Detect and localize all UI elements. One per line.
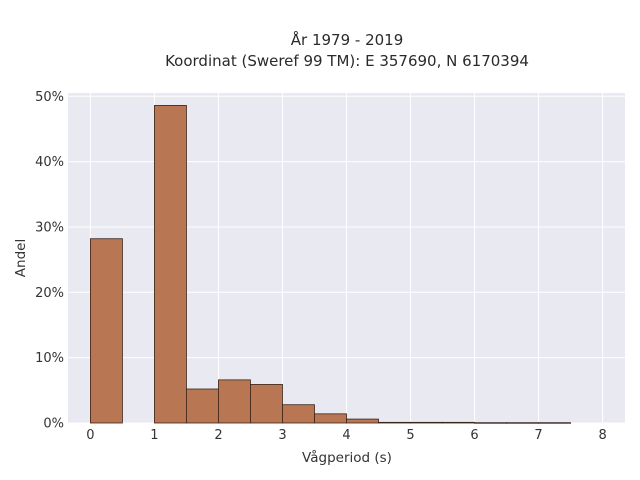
y-axis-label: Andel xyxy=(13,239,29,277)
histogram-bar xyxy=(314,413,347,424)
x-tick-label: 6 xyxy=(470,428,478,443)
histogram-bar xyxy=(474,422,507,424)
y-tick-label: 0% xyxy=(43,417,64,432)
x-tick-label: 8 xyxy=(598,428,606,443)
histogram-bar xyxy=(346,418,379,424)
y-tick-label: 50% xyxy=(35,90,64,105)
histogram-bar xyxy=(218,379,251,424)
histogram-bar xyxy=(154,105,187,424)
histogram-bar xyxy=(282,404,315,424)
y-tick-label: 20% xyxy=(35,286,64,301)
x-tick-label: 7 xyxy=(534,428,542,443)
y-tick-label: 30% xyxy=(35,220,64,235)
histogram-bar xyxy=(410,421,443,424)
x-tick-label: 1 xyxy=(150,428,158,443)
histogram-bar xyxy=(250,384,283,424)
x-tick-label: 4 xyxy=(342,428,350,443)
histogram-bar xyxy=(538,422,571,424)
chart-title-line2: Koordinat (Sweref 99 TM): E 357690, N 61… xyxy=(165,52,529,70)
histogram-bar xyxy=(186,388,219,424)
x-tick-label: 5 xyxy=(406,428,414,443)
histogram-bar xyxy=(378,421,411,424)
histogram-bar xyxy=(442,421,475,424)
y-tick-label: 10% xyxy=(35,351,64,366)
x-tick-label: 3 xyxy=(278,428,286,443)
x-tick-label: 0 xyxy=(86,428,94,443)
x-axis-label: Vågperiod (s) xyxy=(302,449,392,466)
chart-title-line1: År 1979 - 2019 xyxy=(291,30,404,49)
histogram-bar xyxy=(506,422,539,424)
histogram-bar xyxy=(90,238,123,424)
bars xyxy=(90,105,571,424)
x-tick-label: 2 xyxy=(214,428,222,443)
tick-labels: 0 1 2 3 4 5 6 7 8 0% 10% 20% 30% 40% 50% xyxy=(35,90,607,443)
y-tick-label: 40% xyxy=(35,155,64,170)
